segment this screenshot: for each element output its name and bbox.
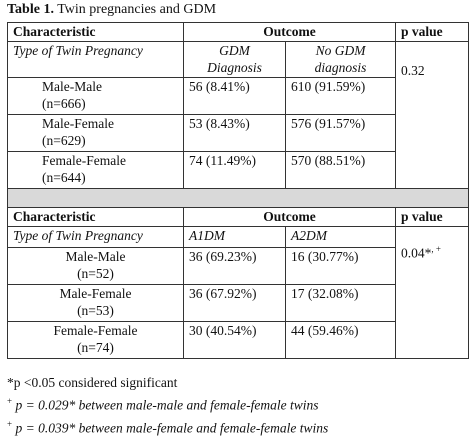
value-cell: 36 (69.23%) xyxy=(183,247,286,285)
table: Characteristic Outcome p value Type of Twin… xyxy=(6,22,470,359)
subheader-row: Type of Twin Pregnancy GDM Diagnosis No GD… xyxy=(7,41,470,189)
subheader-cell: Type of Twin Pregnancy xyxy=(7,226,184,248)
group-n: (n=53) xyxy=(77,303,114,318)
data-row: Male-Female (n=629) 53 (8.43%) 576 (91.57%) xyxy=(7,114,469,152)
footnote: *p <0.05 considered significant xyxy=(7,374,328,392)
group-cell: Male-Female (n=53) xyxy=(7,284,184,322)
header-cell: p value xyxy=(395,22,470,42)
subheader-text: A2DM xyxy=(291,228,327,243)
footnote-text: *p <0.05 considered significant xyxy=(7,375,178,390)
group-name: Male-Female xyxy=(59,286,132,301)
group-cell: Male-Male (n=52) xyxy=(7,247,184,285)
spacer-cell xyxy=(6,188,470,208)
group-n: (n=644) xyxy=(42,170,86,185)
subheader-cell: Type of Twin Pregnancy xyxy=(7,41,184,78)
subheader-row: Type of Twin Pregnancy A1DM A2DM 0.04*, + xyxy=(7,226,470,359)
header-cell: Characteristic xyxy=(7,207,184,227)
spacer-row xyxy=(6,188,470,208)
value-cell: 56 (8.41%) xyxy=(183,77,286,115)
header-cell: Characteristic xyxy=(7,22,184,42)
footnote-text: p = 0.039* between male-female and femal… xyxy=(15,420,329,435)
value-cell: 17 (32.08%) xyxy=(284,284,397,322)
group-n: (n=52) xyxy=(77,266,114,281)
group-cell: Male-Male (n=666) xyxy=(7,77,184,115)
header-cell: Outcome xyxy=(182,207,397,227)
group-n: (n=629) xyxy=(42,133,86,148)
group-cell: Male-Female (n=629) xyxy=(7,114,184,152)
group-name: Male-Female xyxy=(42,116,114,131)
footnote-text: p = 0.029* between male-male and female-… xyxy=(15,397,319,413)
group-name: Male-Male xyxy=(65,249,126,264)
subheader-text: No GDM diagnosis xyxy=(314,43,367,75)
p-value: 0.32 xyxy=(401,63,425,78)
footnotes: *p <0.05 considered significant + p = 0.0… xyxy=(7,374,328,437)
subheader-cell: A2DM xyxy=(284,226,397,248)
table-title: Table 1. Twin pregnancies and GDM xyxy=(7,2,216,18)
footnote-mark: + xyxy=(7,418,13,429)
p-value-sup: , + xyxy=(431,244,441,254)
group-cell: Female-Female (n=74) xyxy=(7,321,184,359)
p-value: 0.04* xyxy=(401,245,432,261)
subheader-cell: A1DM xyxy=(183,226,286,248)
table-label: Table 1. xyxy=(7,2,54,17)
value-cell: 53 (8.43%) xyxy=(183,114,286,152)
group-name: Female-Female xyxy=(42,153,126,168)
footnote-mark: + xyxy=(7,396,13,406)
data-row: Male-Female (n=53) 36 (67.92%) 17 (32.08%) xyxy=(7,284,469,322)
footnote: + p = 0.039* between male-female and fem… xyxy=(7,415,328,438)
p-value-cell: 0.04*, + xyxy=(395,226,470,359)
group-name: Male-Male xyxy=(42,79,102,94)
value-cell: 570 (88.51%) xyxy=(284,151,397,189)
data-row: Female-Female (n=74) 30 (40.54%) 44 (59.46%… xyxy=(7,321,469,359)
data-row: Female-Female (n=644) 74 (11.49%) 570 (88.5… xyxy=(7,151,469,189)
subheader-cell: No GDM diagnosis xyxy=(284,41,397,78)
data-row: Male-Male (n=52) 36 (69.23%) 16 (30.77%) xyxy=(7,247,469,285)
value-cell: 576 (91.57%) xyxy=(284,114,397,152)
header-row: Characteristic Outcome p value xyxy=(7,22,470,42)
header-row: Characteristic Outcome p value xyxy=(7,207,470,227)
value-cell: 36 (67.92%) xyxy=(183,284,286,322)
value-cell: 610 (91.59%) xyxy=(284,77,397,115)
subheader-text: GDM Diagnosis xyxy=(207,43,262,75)
footnote: + p = 0.029* between male-male and femal… xyxy=(7,392,328,415)
subheader-cell: GDM Diagnosis xyxy=(183,41,286,78)
data-row: Male-Male (n=666) 56 (8.41%) 610 (91.59%) xyxy=(7,77,469,115)
value-cell: 16 (30.77%) xyxy=(284,247,397,285)
table-caption: Twin pregnancies and GDM xyxy=(57,2,217,17)
value-cell: 44 (59.46%) xyxy=(284,321,397,359)
group-cell: Female-Female (n=644) xyxy=(7,151,184,189)
group-n: (n=666) xyxy=(42,96,86,111)
header-cell: p value xyxy=(395,207,470,227)
group-n: (n=74) xyxy=(77,340,114,355)
subheader-text: A1DM xyxy=(189,228,225,243)
group-name: Female-Female xyxy=(53,323,138,338)
p-value-cell: 0.32 xyxy=(395,41,470,189)
value-cell: 30 (40.54%) xyxy=(183,321,286,359)
value-cell: 74 (11.49%) xyxy=(183,151,286,189)
header-cell: Outcome xyxy=(182,22,397,42)
